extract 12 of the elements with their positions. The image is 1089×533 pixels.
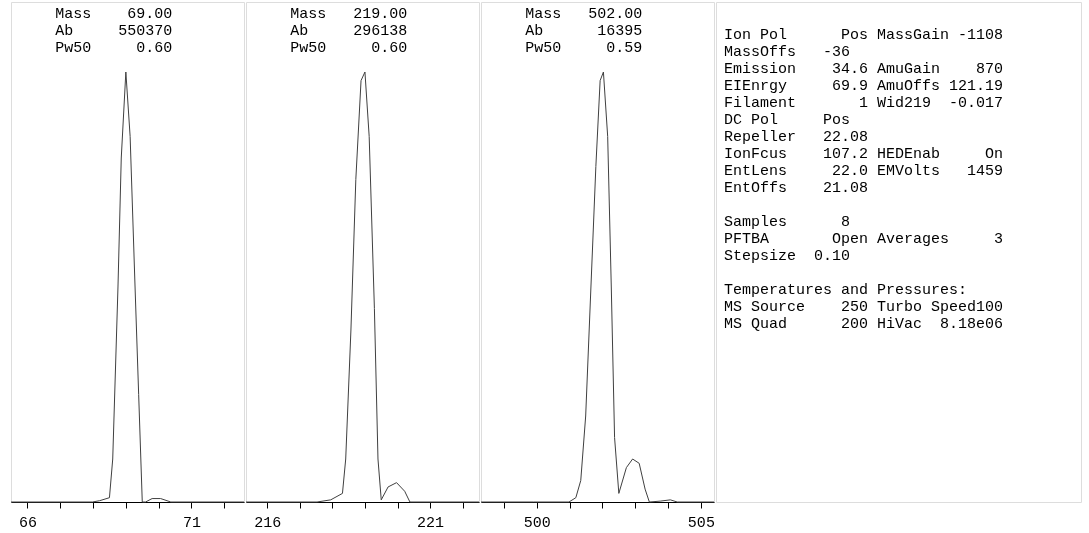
- text: Mass 502.00 Ab 16395 Pw50 0.59: [525, 6, 643, 57]
- text: Mass 219.00 Ab 296138 Pw50 0.60: [290, 6, 408, 57]
- x-tick-label: 221: [417, 514, 445, 532]
- x-tick-label: 500: [523, 514, 551, 532]
- x-tick-label: 66: [18, 514, 37, 532]
- text: Samples 8 PFTBA Open Averages 3 Stepsize 0.10: [724, 214, 1004, 265]
- text: Ion Pol Pos MassGain -1108 MassOffs -36 Emission 34.6 AmuGain 870 EIEnrgy 69.9 AmuOffs 121.19 Filament 1 Wid219 -0.017 DC Pol Pos Repeller 22.08 IonFcus 107.2 HEDEnab On EntLens 22.0 EMVolts 1459 EntOffs 21.08: [724, 27, 1004, 197]
- x-tick-label: 505: [687, 514, 715, 532]
- text: Temperatures and Pressures: MS Source 250 Turbo Speed100 MS Quad 200 HiVac 8.18e06: [724, 282, 1004, 333]
- x-tick-label: 216: [254, 514, 282, 532]
- text: Mass 69.00 Ab 550370 Pw50 0.60: [55, 6, 173, 57]
- x-tick-label: 71: [182, 514, 201, 532]
